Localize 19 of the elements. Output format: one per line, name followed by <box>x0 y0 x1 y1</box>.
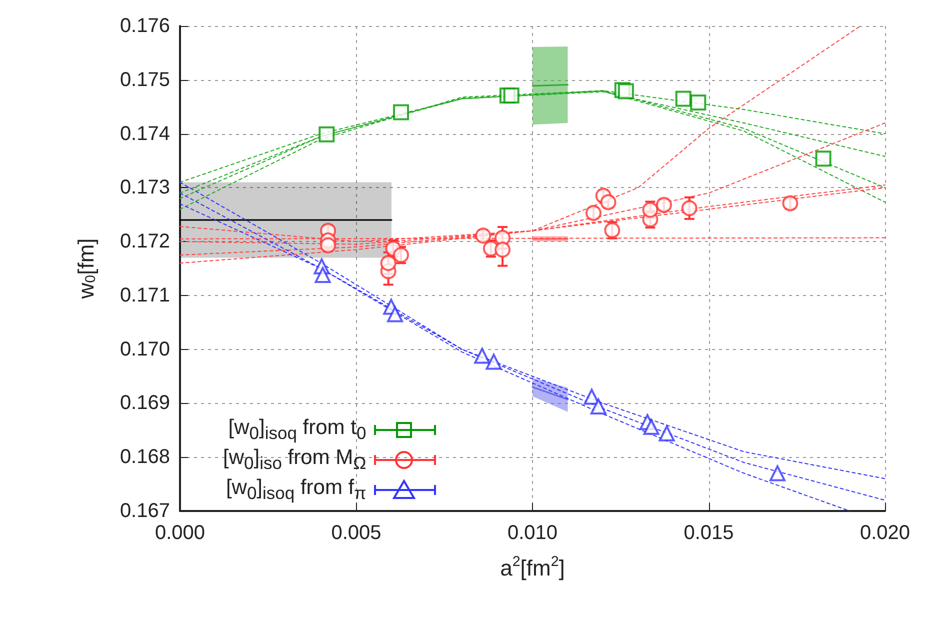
y-tick-label: 0.170 <box>120 338 170 360</box>
x-tick-label: 0.010 <box>507 522 558 544</box>
legend-label: [w$_{0}$]$_{isoq}$ from f$_{π}$ <box>226 476 366 504</box>
y-tick-label: 0.175 <box>120 68 170 91</box>
y-tick-label: 0.173 <box>120 176 170 199</box>
y-tick-label: 0.176 <box>120 15 170 37</box>
y-tick-label: 0.168 <box>120 446 170 468</box>
legend-label: [w$_{0}$]$_{iso}$ from M$_{Ω}$ <box>223 446 366 474</box>
y-tick-label: 0.167 <box>120 500 170 522</box>
y-tick-label: 0.174 <box>120 122 170 145</box>
y-axis-title: w0[fm] <box>74 238 99 300</box>
legend-label: [w$_{0}$]$_{isoq}$ from t$_{0}$ <box>228 416 366 444</box>
y-tick-label: 0.171 <box>120 284 170 306</box>
y-tick-label: 0.169 <box>120 392 170 414</box>
x-tick-label: 0.020 <box>860 522 910 544</box>
y-tick-label: 0.172 <box>120 230 170 253</box>
x-tick-label: 0.005 <box>331 522 382 544</box>
x-tick-label: 0.015 <box>684 522 734 544</box>
x-tick-label: 0.000 <box>154 522 206 544</box>
